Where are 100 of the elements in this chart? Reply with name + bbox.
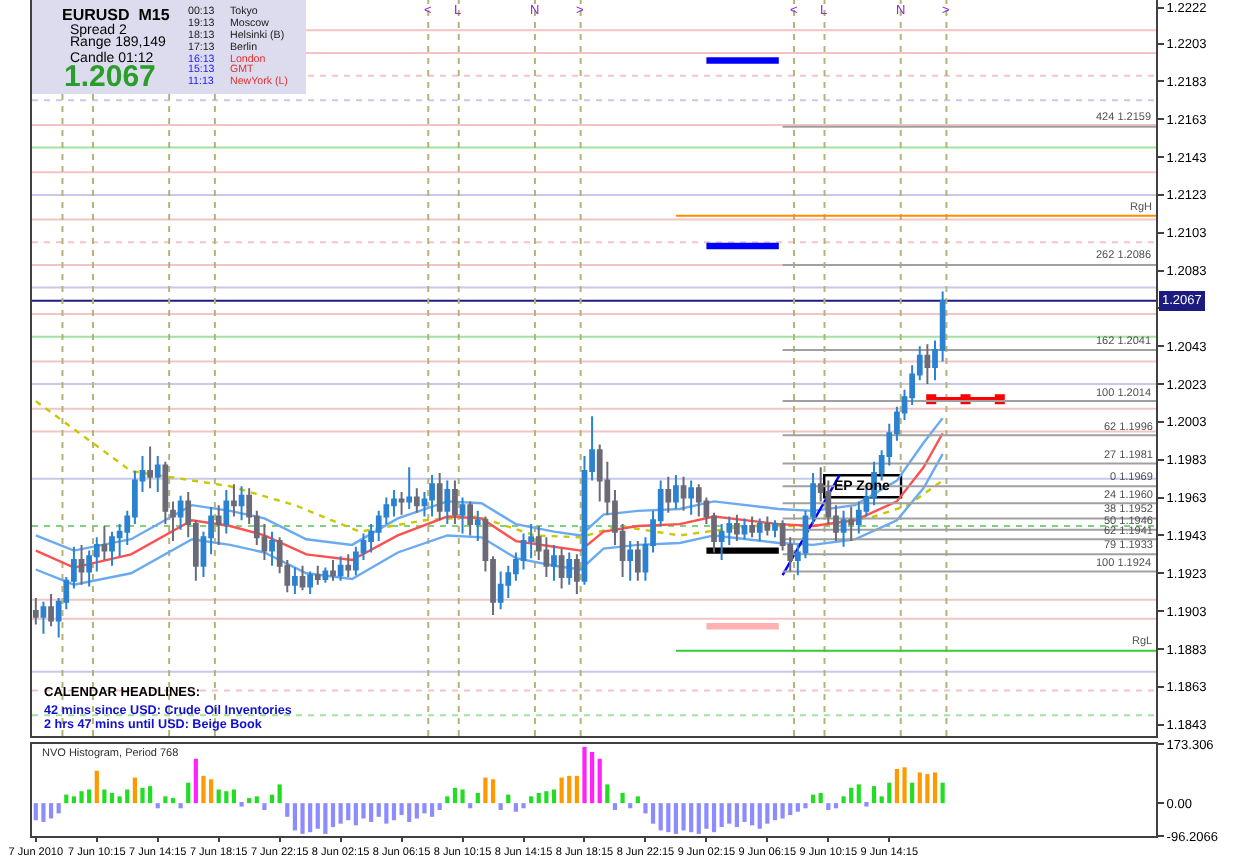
bar (826, 803, 831, 810)
bar (338, 803, 343, 824)
bar (658, 803, 663, 831)
candlestick (673, 473, 679, 510)
bar (551, 789, 557, 804)
bar (841, 796, 846, 804)
bar (437, 803, 442, 810)
chart-title: EURUSD M15 (62, 6, 171, 24)
bar (818, 792, 823, 804)
bar (79, 791, 84, 804)
bar (87, 789, 92, 804)
bar (795, 803, 800, 812)
bar (94, 770, 99, 804)
candlestick (429, 473, 435, 518)
bar (391, 803, 397, 821)
candlestick (718, 523, 725, 562)
candlestick (231, 483, 237, 518)
bar (559, 777, 564, 804)
candlestick (474, 509, 481, 543)
bar (628, 803, 633, 809)
candlestick (695, 483, 702, 518)
bar (498, 803, 503, 810)
bar (719, 803, 724, 828)
bar (201, 775, 206, 804)
bar (666, 803, 671, 833)
candlestick (238, 485, 245, 522)
bar (483, 777, 488, 804)
bar (277, 784, 282, 804)
bar (711, 803, 717, 833)
bar (132, 777, 137, 804)
candlestick (436, 472, 443, 522)
bar (902, 767, 907, 804)
candlestick (78, 543, 85, 586)
candlestick (40, 600, 47, 635)
bar (117, 796, 122, 804)
candlestick (459, 496, 466, 535)
bar (170, 798, 176, 804)
bar (475, 792, 480, 804)
bar (407, 803, 412, 822)
candlestick (223, 489, 230, 535)
bar (529, 796, 534, 804)
candlestick (634, 540, 641, 582)
bar (308, 803, 313, 833)
bar (620, 792, 625, 804)
line-series (34, 452, 944, 586)
bar (102, 789, 107, 804)
bar (452, 787, 458, 804)
candlestick (734, 513, 740, 543)
bar (399, 803, 404, 816)
candlestick (398, 490, 405, 516)
bar (125, 789, 130, 804)
candlestick (840, 509, 847, 548)
candlestick (497, 570, 504, 611)
candlestick (101, 524, 108, 562)
bar (704, 803, 709, 829)
bar (894, 769, 899, 804)
candlestick (756, 517, 763, 543)
bar (597, 758, 602, 804)
candlestick (109, 530, 115, 567)
bar (590, 751, 595, 804)
line-series (34, 416, 944, 552)
bar (567, 775, 572, 804)
bar (650, 803, 656, 824)
bar (208, 779, 214, 804)
bar (871, 786, 877, 804)
candlestick (269, 530, 275, 567)
candlestick (215, 504, 222, 546)
bar (910, 782, 915, 804)
candlestick (467, 500, 474, 537)
bar (765, 803, 770, 824)
bar (536, 792, 541, 804)
candlestick (452, 479, 458, 526)
bar (323, 803, 328, 834)
bar (460, 789, 465, 804)
candlestick (444, 479, 451, 526)
candlestick (627, 540, 634, 582)
bar (468, 803, 473, 809)
bar (361, 803, 366, 819)
bar (925, 774, 930, 804)
bar (247, 798, 252, 804)
candlestick (322, 566, 329, 584)
bar (254, 796, 259, 804)
candlestick (177, 494, 184, 531)
line-series (34, 399, 944, 539)
candlestick (406, 466, 413, 510)
candlestick (772, 519, 778, 539)
candlestick (345, 553, 352, 579)
candlestick (337, 555, 344, 582)
bar (109, 792, 115, 804)
bar (887, 782, 892, 804)
bar (582, 746, 587, 804)
bar (803, 803, 808, 809)
bar (940, 782, 945, 804)
bar (48, 803, 54, 819)
bar (193, 758, 198, 804)
bar (727, 803, 732, 824)
bar (56, 803, 61, 814)
candlestick (413, 487, 420, 514)
bar (917, 772, 922, 804)
candlestick (573, 553, 580, 596)
